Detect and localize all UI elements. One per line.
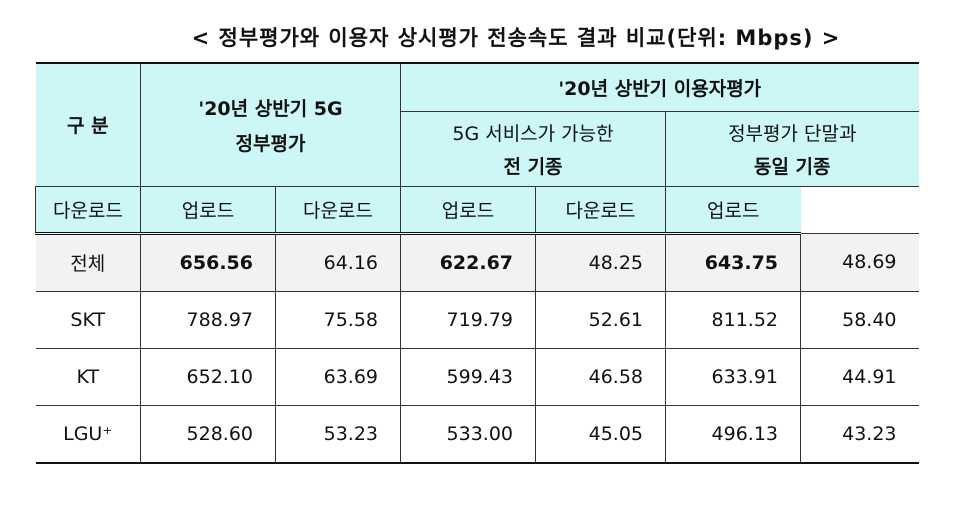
value-cell: 528.60 <box>140 404 276 464</box>
title: < 정부평가와 이용자 상시평가 전송속도 결과 비교(단위: Mbps) > <box>191 26 841 50</box>
value-cell: 48.25 <box>535 232 667 292</box>
value-cell: 45.05 <box>535 404 667 464</box>
header-line: 정부평가 <box>235 132 306 155</box>
header-cell: '20년 상반기 5G 정부평가 <box>139 62 402 187</box>
value-cell: 719.79 <box>400 290 537 349</box>
data-row: LGU⁺ 528.60 53.23 533.00 45.05 496.13 43.23 <box>35 404 919 464</box>
header-line: '20년 상반기 5G <box>198 97 343 120</box>
value-cell: 52.61 <box>535 290 667 349</box>
row-label: SKT <box>35 290 141 349</box>
subheader-cell: 다운로드 <box>35 185 141 235</box>
value-cell: 788.97 <box>140 290 276 349</box>
value-cell: 43.23 <box>800 404 919 464</box>
value-cell: 53.23 <box>274 404 402 464</box>
header-line: 5G 서비스가 가능한 <box>452 122 614 145</box>
header-line: 전 기종 <box>503 155 563 178</box>
header-cell: 구 분 <box>35 62 141 187</box>
value-cell: 496.13 <box>665 404 802 464</box>
data-row: KT 652.10 63.69 599.43 46.58 633.91 44.91 <box>35 347 919 406</box>
data-row: 전체 656.56 64.16 622.67 48.25 643.75 48.69 <box>35 232 919 292</box>
header-row: 다운로드 업로드 다운로드 업로드 다운로드 업로드 <box>35 185 919 235</box>
table-body: 전체 656.56 64.16 622.67 48.25 643.75 48.69 SKT 78… <box>35 232 919 464</box>
speed-table: 구 분 '20년 상반기 5G 정부평가 '20년 상반기 이용자평가 5G 서비… <box>35 62 919 464</box>
table-header: 구 분 '20년 상반기 5G 정부평가 '20년 상반기 이용자평가 5G 서비… <box>35 62 919 235</box>
value-cell: 58.40 <box>800 290 919 349</box>
value-cell: 643.75 <box>665 232 802 292</box>
header-line: 정부평가 단말과 <box>728 122 857 145</box>
row-label: 전체 <box>35 232 141 292</box>
row-label: LGU⁺ <box>35 404 141 464</box>
value-cell: 622.67 <box>400 232 537 292</box>
data-row: SKT 788.97 75.58 719.79 52.61 811.52 58.40 <box>35 290 919 349</box>
value-cell: 44.91 <box>800 347 919 406</box>
value-cell: 533.00 <box>400 404 537 464</box>
value-cell: 64.16 <box>274 232 402 292</box>
value-cell: 48.69 <box>800 232 919 292</box>
value-cell: 811.52 <box>665 290 802 349</box>
header-cell: '20년 상반기 이용자평가 <box>400 62 919 112</box>
subheader-cell: 업로드 <box>140 185 276 235</box>
value-cell: 652.10 <box>140 347 276 406</box>
subheader-cell: 업로드 <box>665 185 801 235</box>
value-cell: 75.58 <box>274 290 402 349</box>
value-cell: 599.43 <box>400 347 537 406</box>
header-line: 동일 기종 <box>753 155 831 178</box>
value-cell: 46.58 <box>535 347 667 406</box>
row-label: KT <box>35 347 141 406</box>
value-cell: 63.69 <box>274 347 402 406</box>
value-cell: 656.56 <box>140 232 276 292</box>
subheader-cell: 다운로드 <box>274 185 402 235</box>
value-cell: 633.91 <box>665 347 802 406</box>
header-row: 구 분 '20년 상반기 5G 정부평가 '20년 상반기 이용자평가 <box>35 62 919 187</box>
subheader-cell: 다운로드 <box>535 185 667 235</box>
subheader-cell: 업로드 <box>400 185 537 235</box>
